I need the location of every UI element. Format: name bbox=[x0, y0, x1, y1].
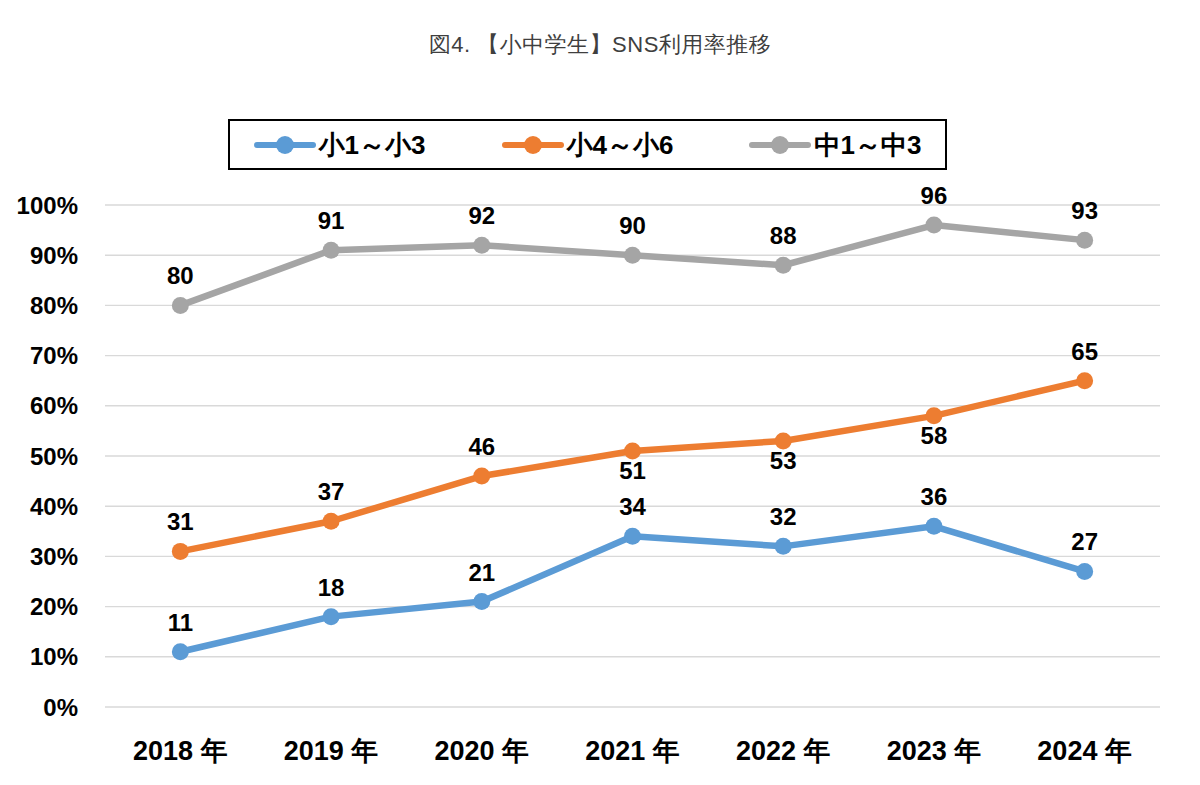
y-axis-tick-label: 50% bbox=[30, 443, 78, 470]
data-point-marker bbox=[775, 538, 792, 555]
x-axis-tick-label: 2023 年 bbox=[887, 736, 982, 766]
data-point-label: 90 bbox=[619, 212, 646, 239]
series-小1～小3 bbox=[172, 518, 1093, 661]
data-point-marker bbox=[323, 242, 340, 259]
data-point-label: 32 bbox=[770, 503, 797, 530]
series-line bbox=[180, 526, 1084, 652]
data-point-marker bbox=[172, 643, 189, 660]
y-axis-tick-label: 90% bbox=[30, 242, 78, 269]
data-point-marker bbox=[323, 513, 340, 530]
data-point-label: 93 bbox=[1071, 197, 1098, 224]
x-axis-tick-label: 2020 年 bbox=[434, 736, 529, 766]
x-axis-tick-label: 2019 年 bbox=[284, 736, 379, 766]
data-point-marker bbox=[1076, 232, 1093, 249]
data-point-label: 46 bbox=[468, 433, 495, 460]
y-axis-tick-label: 80% bbox=[30, 292, 78, 319]
data-point-label: 36 bbox=[921, 483, 948, 510]
series-layer bbox=[172, 217, 1093, 661]
data-point-label: 80 bbox=[167, 262, 194, 289]
data-point-marker bbox=[323, 608, 340, 625]
data-point-marker bbox=[775, 257, 792, 274]
data-point-marker bbox=[172, 297, 189, 314]
data-point-label: 53 bbox=[770, 447, 797, 474]
data-point-label: 31 bbox=[167, 508, 194, 535]
y-axis-tick-label: 30% bbox=[30, 543, 78, 570]
data-point-marker bbox=[624, 247, 641, 264]
y-axis-tick-label: 70% bbox=[30, 342, 78, 369]
data-point-label: 27 bbox=[1071, 528, 1098, 555]
data-point-label: 18 bbox=[318, 574, 345, 601]
chart-figure: 図4. 【小中学生】SNS利用率推移 小1～小3小4～小6中1～中3 0%10%… bbox=[0, 0, 1200, 785]
data-point-marker bbox=[925, 518, 942, 535]
x-axis-tick-label: 2018 年 bbox=[133, 736, 228, 766]
data-point-marker bbox=[172, 543, 189, 560]
data-point-marker bbox=[473, 468, 490, 485]
y-axis-tick-label: 20% bbox=[30, 593, 78, 620]
data-point-marker bbox=[1076, 563, 1093, 580]
y-axis-tick-label: 10% bbox=[30, 643, 78, 670]
line-chart: 0% 10% 20% 30% 40% 50% 60% 70% 80% 90% 100% 2018 年… bbox=[0, 0, 1200, 785]
data-point-marker bbox=[473, 593, 490, 610]
data-point-label: 91 bbox=[318, 207, 345, 234]
data-point-label: 65 bbox=[1071, 338, 1098, 365]
x-axis-tick-labels: 2018 年 2019 年 2020 年 2021 年 2022 年 2023 年 2024… bbox=[133, 736, 1132, 766]
data-point-marker bbox=[473, 237, 490, 254]
data-point-marker bbox=[1076, 372, 1093, 389]
data-point-marker bbox=[925, 217, 942, 234]
data-point-label: 88 bbox=[770, 222, 797, 249]
data-point-label: 21 bbox=[468, 559, 495, 586]
data-point-label: 92 bbox=[468, 202, 495, 229]
data-point-label: 34 bbox=[619, 493, 646, 520]
data-point-marker bbox=[624, 528, 641, 545]
data-point-label: 37 bbox=[318, 478, 345, 505]
x-axis-tick-label: 2024 年 bbox=[1037, 736, 1132, 766]
y-axis-tick-label: 100% bbox=[17, 192, 78, 219]
y-axis-tick-labels: 0% 10% 20% 30% 40% 50% 60% 70% 80% 90% 100% bbox=[17, 192, 78, 721]
y-axis-tick-label: 0% bbox=[43, 694, 78, 721]
x-axis-tick-label: 2021 年 bbox=[585, 736, 680, 766]
y-axis-tick-label: 40% bbox=[30, 493, 78, 520]
x-axis-tick-label: 2022 年 bbox=[736, 736, 831, 766]
data-point-label: 96 bbox=[921, 182, 948, 209]
y-axis-tick-label: 60% bbox=[30, 392, 78, 419]
data-point-label: 58 bbox=[921, 422, 948, 449]
data-point-label: 51 bbox=[619, 457, 646, 484]
data-point-label: 11 bbox=[168, 609, 193, 636]
